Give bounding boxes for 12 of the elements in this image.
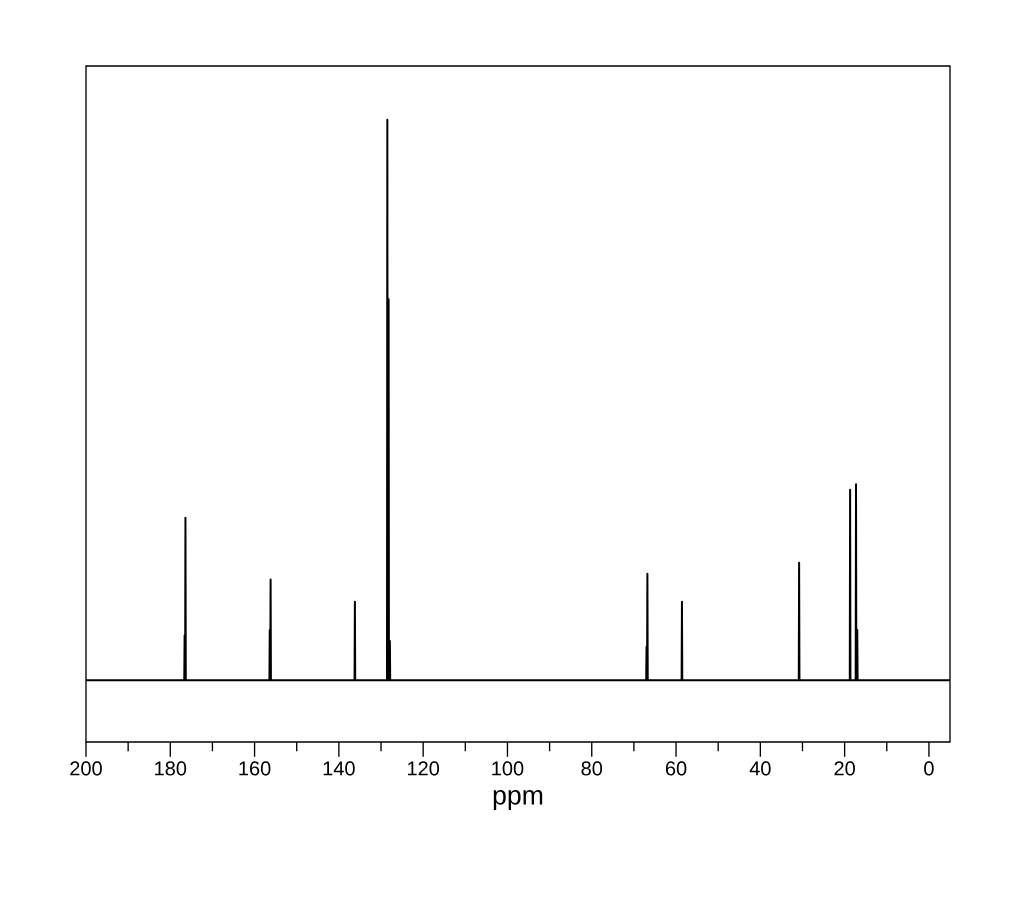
x-tick-label: 40 <box>749 761 771 776</box>
x-tick-label: 120 <box>408 761 440 776</box>
x-axis-title: ppm <box>493 790 543 810</box>
x-tick-label: 60 <box>665 761 687 776</box>
x-tick-label: 200 <box>70 761 102 776</box>
x-tick-label: 20 <box>834 761 855 776</box>
x-tick-label: 140 <box>323 761 355 776</box>
x-tick-label: 100 <box>492 761 524 776</box>
x-tick-label: 160 <box>239 761 271 776</box>
x-tick-label: 0 <box>924 761 934 776</box>
x-tick-label: 80 <box>581 761 603 776</box>
x-tick-label: 180 <box>155 761 187 776</box>
